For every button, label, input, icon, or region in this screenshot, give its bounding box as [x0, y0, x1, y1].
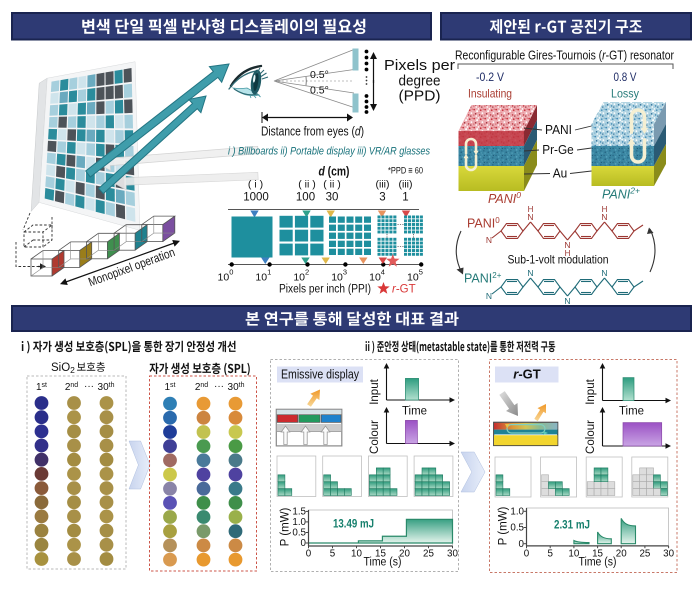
- svg-text:i ) Billboards ii) Portable d: i ) Billboards ii) Portable display iii)…: [228, 146, 430, 158]
- svg-text:13.49 mJ: 13.49 mJ: [333, 519, 374, 531]
- svg-text:10: 10: [369, 272, 381, 284]
- svg-text:10: 10: [568, 549, 579, 560]
- svg-text:3: 3: [379, 192, 385, 204]
- svg-text:2: 2: [305, 268, 309, 277]
- svg-text:PANI0: PANI0: [488, 190, 521, 206]
- svg-text:0.5°: 0.5°: [310, 85, 329, 97]
- svg-text:30: 30: [663, 549, 674, 560]
- svg-text:P (mW): P (mW): [280, 507, 292, 546]
- svg-text:N: N: [564, 296, 570, 306]
- svg-text:H: H: [565, 249, 571, 258]
- svg-text:10: 10: [407, 272, 419, 284]
- svg-text:15: 15: [592, 549, 603, 560]
- svg-text:( ii ): ( ii ): [323, 179, 341, 191]
- svg-text:30th: 30th: [98, 382, 115, 393]
- svg-text:(PPD): (PPD): [399, 89, 441, 105]
- svg-text:2nd: 2nd: [195, 382, 208, 393]
- svg-text:5: 5: [330, 549, 336, 560]
- svg-text:N: N: [486, 291, 492, 301]
- svg-text:20: 20: [399, 549, 410, 560]
- svg-text:25: 25: [423, 549, 434, 560]
- svg-text:Pixels per: Pixels per: [384, 58, 455, 74]
- svg-text:P (mW): P (mW): [498, 506, 510, 545]
- svg-text:5: 5: [419, 268, 423, 277]
- svg-text:0: 0: [524, 549, 530, 560]
- svg-text:10: 10: [293, 272, 305, 284]
- svg-text:0.5°: 0.5°: [310, 69, 329, 81]
- svg-text:N: N: [527, 268, 533, 278]
- svg-text:1000: 1000: [243, 192, 269, 204]
- svg-text:N: N: [601, 268, 607, 278]
- svg-text:30: 30: [447, 549, 458, 560]
- svg-text:Time: Time: [402, 406, 427, 418]
- svg-text:0.8 V: 0.8 V: [614, 70, 637, 84]
- svg-text:30th: 30th: [228, 382, 245, 393]
- svg-text:r-GT: r-GT: [392, 284, 416, 296]
- svg-text:1: 1: [267, 268, 271, 277]
- svg-text:N: N: [601, 212, 607, 222]
- svg-text:degree: degree: [399, 74, 441, 90]
- svg-text:2nd: 2nd: [65, 382, 78, 393]
- svg-text:Time: Time: [619, 406, 644, 418]
- svg-text:*PPD ≡ 60: *PPD ≡ 60: [388, 166, 423, 177]
- svg-text:Reconfigurable Gires-Tournois: Reconfigurable Gires-Tournois (r-GT) res…: [455, 48, 675, 63]
- svg-text:Sub-1-volt modulation: Sub-1-volt modulation: [508, 253, 609, 267]
- svg-text:Insulating: Insulating: [468, 87, 512, 101]
- svg-text:Distance from eyes (d): Distance from eyes (d): [261, 124, 364, 139]
- svg-text:( ii ): ( ii ): [298, 179, 316, 191]
- svg-text:0: 0: [301, 538, 307, 549]
- svg-text:1.0: 1.0: [292, 517, 306, 528]
- svg-text:100: 100: [296, 192, 315, 204]
- svg-text:PANI: PANI: [545, 122, 572, 137]
- svg-text:20: 20: [616, 549, 627, 560]
- svg-text:Time (s): Time (s): [364, 557, 402, 569]
- svg-text:0.5: 0.5: [292, 528, 306, 539]
- svg-text:0.5: 0.5: [510, 523, 524, 534]
- svg-text:1.5: 1.5: [292, 507, 306, 518]
- svg-text:1st: 1st: [164, 382, 175, 393]
- svg-text:Time (s): Time (s): [579, 557, 617, 569]
- svg-text:25: 25: [639, 549, 650, 560]
- svg-text:10: 10: [255, 272, 267, 284]
- svg-text:Colour: Colour: [585, 420, 597, 454]
- svg-text:2.31 mJ: 2.31 mJ: [554, 520, 590, 532]
- svg-text:N: N: [564, 240, 570, 250]
- svg-text:Au: Au: [553, 166, 568, 181]
- svg-text:Emissive display: Emissive display: [281, 368, 360, 382]
- svg-text:( i ): ( i ): [248, 179, 263, 191]
- svg-text:1st: 1st: [36, 382, 47, 393]
- svg-text:5: 5: [547, 549, 553, 560]
- svg-text:H: H: [528, 205, 534, 214]
- svg-text:···: ···: [214, 381, 224, 392]
- svg-text:Pr-Ge: Pr-Ge: [542, 142, 574, 157]
- svg-text:H: H: [602, 205, 608, 214]
- svg-text:0: 0: [306, 549, 312, 560]
- svg-text:15: 15: [375, 549, 386, 560]
- svg-text:(iii): (iii): [376, 179, 390, 191]
- svg-text:0: 0: [229, 268, 233, 277]
- svg-text:10: 10: [218, 272, 230, 284]
- svg-text:Colour: Colour: [369, 420, 381, 454]
- svg-text:0: 0: [519, 539, 525, 550]
- svg-text:Pixels per inch (PPI): Pixels per inch (PPI): [279, 284, 371, 296]
- svg-text:30: 30: [326, 192, 339, 204]
- svg-text:1.0: 1.0: [510, 507, 524, 518]
- svg-text:N: N: [486, 235, 492, 245]
- svg-text:3: 3: [343, 268, 347, 277]
- svg-text:N: N: [527, 212, 533, 222]
- svg-text:(iii): (iii): [399, 179, 413, 191]
- svg-text:-0.2 V: -0.2 V: [476, 70, 504, 84]
- svg-text:···: ···: [84, 381, 94, 392]
- svg-text:Lossy: Lossy: [611, 87, 639, 101]
- svg-text:Input: Input: [585, 378, 597, 404]
- svg-text:10: 10: [351, 549, 362, 560]
- svg-text:SiO2: SiO2: [51, 362, 75, 375]
- svg-text:1: 1: [402, 192, 408, 204]
- svg-text:Input: Input: [369, 378, 381, 404]
- svg-text:d (cm): d (cm): [319, 165, 350, 179]
- svg-text:4: 4: [381, 268, 385, 277]
- svg-text:PANI0: PANI0: [467, 216, 500, 231]
- svg-text:r-GT: r-GT: [513, 367, 541, 382]
- svg-text:10: 10: [331, 272, 343, 284]
